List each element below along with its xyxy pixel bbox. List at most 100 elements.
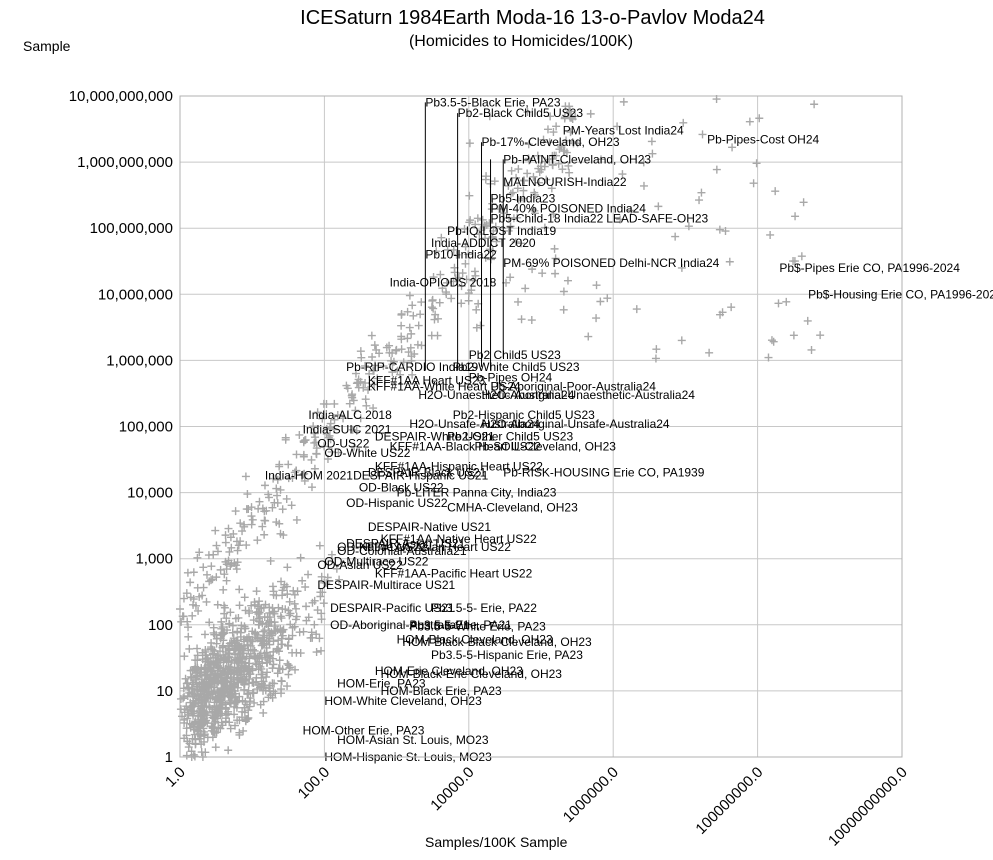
data-point — [404, 348, 413, 357]
data-point — [205, 577, 214, 586]
data-point — [810, 100, 819, 109]
data-point — [447, 294, 456, 303]
data-point — [242, 652, 251, 661]
data-point — [283, 563, 292, 572]
data-point — [276, 612, 285, 621]
annotation-label: PM-40% POISONED India24 — [491, 201, 647, 215]
data-point — [240, 624, 249, 633]
data-point — [461, 242, 470, 251]
annotation-label: Pb$-Pipes Erie CO, PA1996-2024 — [779, 261, 960, 275]
data-point — [199, 716, 208, 725]
data-point — [511, 237, 520, 246]
data-point — [221, 531, 230, 540]
data-point — [536, 162, 545, 171]
data-point — [679, 118, 688, 127]
data-point — [186, 672, 195, 681]
y-tick-label: 10,000,000,000 — [69, 88, 173, 105]
data-point — [300, 469, 309, 478]
data-point — [182, 751, 191, 760]
data-point — [188, 611, 197, 620]
data-point — [559, 147, 568, 156]
annotation-label: MALNOURISH-India22 — [503, 175, 627, 189]
data-point — [351, 369, 360, 378]
data-point — [191, 735, 200, 744]
data-point — [283, 659, 292, 668]
data-point — [270, 679, 279, 688]
data-point — [647, 137, 656, 146]
data-point — [226, 693, 235, 702]
data-point — [295, 430, 304, 439]
data-point — [461, 259, 470, 268]
data-point — [481, 234, 490, 243]
data-point — [241, 717, 250, 726]
data-point — [214, 677, 223, 686]
annotation-label: KFF#1AA-White Heart US24 — [368, 380, 521, 394]
data-point — [248, 515, 257, 524]
data-point — [232, 537, 241, 546]
annotation-label: H2O-Unaesthetic-Australia24 — [418, 388, 574, 402]
annotation-label: CMHA-Cleveland, OH23 — [447, 500, 578, 514]
data-point — [315, 541, 324, 550]
annotation-label: PM-69% POISONED Delhi-NCR India24 — [503, 256, 719, 270]
data-point — [347, 391, 356, 400]
data-point — [351, 406, 360, 415]
data-point — [397, 332, 406, 341]
data-point — [222, 576, 231, 585]
data-point — [475, 230, 484, 239]
data-point — [195, 548, 204, 557]
data-point — [284, 634, 293, 643]
data-point — [283, 682, 292, 691]
data-point — [408, 301, 417, 310]
data-point — [188, 701, 197, 710]
data-point — [397, 321, 406, 330]
data-point — [799, 198, 808, 207]
annotation-label: Pb-Aboriginal-Poor-Australia24 — [491, 380, 657, 394]
data-point — [221, 538, 230, 547]
data-point — [233, 636, 242, 645]
data-point — [311, 438, 320, 447]
data-point — [816, 331, 825, 340]
data-point — [385, 348, 394, 357]
annotation-label: DESPAIR-Multirace US21 — [317, 578, 455, 592]
data-point — [361, 379, 370, 388]
data-point — [466, 216, 475, 225]
data-point — [403, 307, 412, 316]
annotation-label: Pb-17%-Cleveland, OH23 — [482, 135, 620, 149]
data-point — [253, 685, 262, 694]
data-point — [199, 737, 208, 746]
data-point — [312, 450, 321, 459]
y-tick-label: 1,000,000 — [106, 352, 173, 369]
y-tick-label: 10 — [156, 683, 173, 700]
data-point — [201, 670, 210, 679]
data-point — [182, 589, 191, 598]
data-point — [224, 662, 233, 671]
data-point — [212, 541, 221, 550]
x-tick-label: 10000000000.0 — [825, 764, 911, 850]
annotation-label: Pb-Pipes-Cost OH24 — [707, 132, 819, 146]
data-point — [203, 570, 212, 579]
data-point — [474, 299, 483, 308]
annotation-label: LEAD-SAFE-OH23 — [606, 212, 708, 226]
data-point — [559, 305, 568, 314]
y-tick-label: 10,000,000 — [98, 286, 173, 303]
data-point — [210, 673, 219, 682]
data-point — [237, 646, 246, 655]
data-point — [504, 226, 513, 235]
data-point — [183, 691, 192, 700]
y-tick-label: 100 — [148, 617, 173, 634]
data-point — [289, 586, 298, 595]
data-point — [233, 697, 242, 706]
data-point — [224, 644, 233, 653]
data-point — [429, 273, 438, 282]
annotation-label: H2O-Unsafe-Australia24 — [409, 417, 540, 431]
data-point — [485, 219, 494, 228]
data-point — [253, 536, 262, 545]
data-point — [356, 347, 365, 356]
data-point — [217, 695, 226, 704]
annotation-label: OD-Black US22 — [359, 480, 444, 494]
data-point — [506, 222, 515, 231]
y-tick-label: 1,000,000,000 — [77, 154, 173, 171]
data-point — [185, 644, 194, 653]
data-point — [198, 655, 207, 664]
data-point — [564, 161, 573, 170]
